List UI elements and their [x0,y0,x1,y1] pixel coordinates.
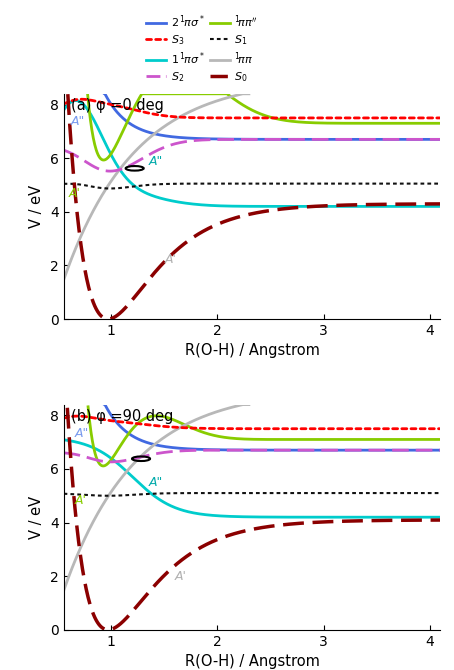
X-axis label: R(O-H) / Angstrom: R(O-H) / Angstrom [184,654,320,669]
Text: (b) φ =90 deg: (b) φ =90 deg [71,409,173,424]
Y-axis label: V / eV: V / eV [29,185,44,228]
Legend: $2\,^1\!\pi\sigma^*$, $S_3$, $1\,^1\!\pi\sigma^*$, $S_2$, $^1\!\pi\pi^{\prime\pr: $2\,^1\!\pi\sigma^*$, $S_3$, $1\,^1\!\pi… [142,9,262,88]
Text: A": A" [71,115,85,127]
X-axis label: R(O-H) / Angstrom: R(O-H) / Angstrom [184,344,320,358]
Text: A": A" [148,155,163,168]
Y-axis label: V / eV: V / eV [29,496,44,539]
Text: A': A' [74,494,86,507]
Text: A": A" [148,476,163,489]
Text: (a) φ =0 deg: (a) φ =0 deg [71,98,164,113]
Text: A': A' [175,570,187,583]
Text: A': A' [164,253,176,266]
Text: A": A" [74,427,89,440]
Text: A': A' [69,187,81,200]
